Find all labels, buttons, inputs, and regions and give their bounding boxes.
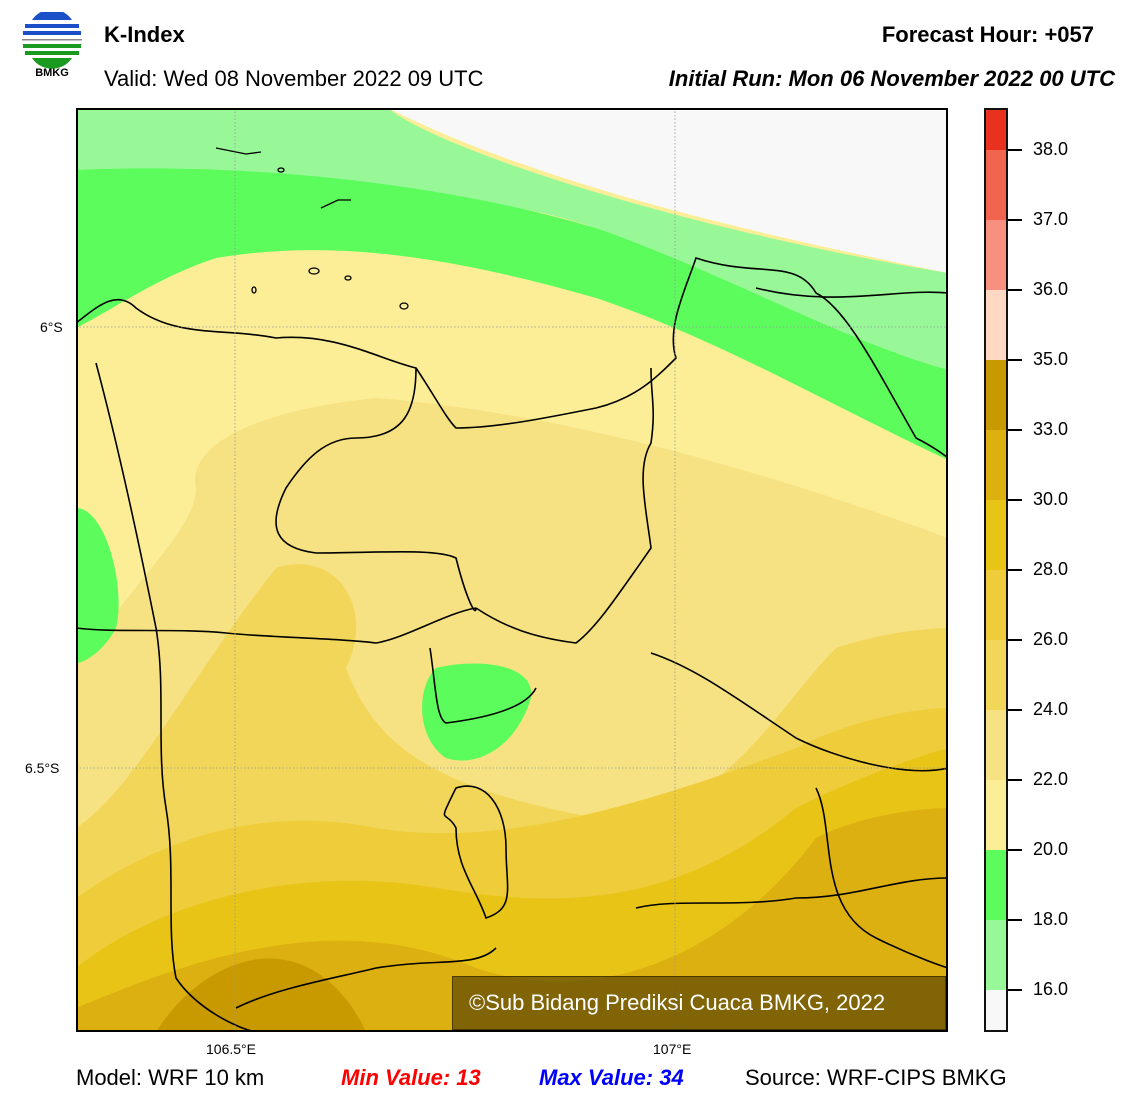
max-value: Max Value: 34 — [539, 1065, 684, 1090]
svg-text:BMKG: BMKG — [35, 67, 69, 78]
colorbar-tick-label: 28.0 — [1033, 559, 1069, 579]
colorbar-bin — [986, 710, 1006, 780]
valid-time: Valid: Wed 08 November 2022 09 UTC — [104, 66, 484, 91]
low-green-west — [76, 508, 119, 663]
colorbar-tick-label: 38.0 — [1033, 139, 1069, 159]
bmkg-logo: BMKG — [22, 12, 82, 78]
colorbar-bin — [986, 110, 1006, 152]
contour-map — [76, 108, 948, 1032]
colorbar-tick — [1008, 639, 1022, 641]
colorbar-tick — [1008, 429, 1022, 431]
colorbar-tick-label: 26.0 — [1033, 629, 1069, 649]
colorbar-tick — [1008, 359, 1022, 361]
colorbar-bin — [986, 990, 1006, 1030]
colorbar-bin — [986, 780, 1006, 850]
colorbar-tick — [1008, 219, 1022, 221]
lon-label-106-5e: 106.5°E — [206, 1041, 256, 1057]
colorbar-tick-label: 36.0 — [1033, 279, 1069, 299]
colorbar-bin — [986, 920, 1006, 990]
colorbar-tick — [1008, 709, 1022, 711]
colorbar-tick — [1008, 779, 1022, 781]
colorbar-tick — [1008, 499, 1022, 501]
colorbar-tick-label: 35.0 — [1033, 349, 1069, 369]
colorbar-tick-label: 24.0 — [1033, 699, 1069, 719]
colorbar-bin — [986, 360, 1006, 430]
model-label: Model: WRF 10 km — [76, 1065, 265, 1090]
band-33-35 — [156, 958, 366, 1032]
colorbar-tick-label: 22.0 — [1033, 769, 1069, 789]
initial-run: Initial Run: Mon 06 November 2022 00 UTC — [668, 66, 1115, 91]
colorbar-bin — [986, 220, 1006, 290]
coastline-borders — [76, 256, 948, 1032]
colorbar-bin — [986, 290, 1006, 360]
colorbar-tick — [1008, 569, 1022, 571]
map-frame — [76, 108, 948, 1032]
colorbar-tick — [1008, 919, 1022, 921]
band-green — [76, 168, 948, 460]
chart-title: K-Index — [104, 22, 185, 47]
colorbar-bin — [986, 850, 1006, 920]
colorbar-bin — [986, 150, 1006, 220]
gridlines — [76, 108, 948, 1032]
islands — [215, 147, 409, 310]
colorbar-tick-label: 20.0 — [1033, 839, 1069, 859]
lon-label-107e: 107°E — [653, 1041, 692, 1057]
colorbar-bin — [986, 570, 1006, 640]
colorbar-bin — [986, 500, 1006, 570]
low-green-center — [422, 663, 532, 761]
colorbar — [984, 108, 1008, 1032]
lat-label-6s: 6°S — [40, 319, 63, 335]
colorbar-tick — [1008, 289, 1022, 291]
colorbar-bin — [986, 640, 1006, 710]
colorbar-tick-label: 33.0 — [1033, 419, 1069, 439]
colorbar-tick-label: 16.0 — [1033, 979, 1069, 999]
colorbar-tick — [1008, 149, 1022, 151]
colorbar-tick — [1008, 849, 1022, 851]
band-light-green — [76, 108, 948, 370]
colorbar-bin — [986, 430, 1006, 500]
colorbar-tick — [1008, 989, 1022, 991]
copyright-box: ©Sub Bidang Prediksi Cuaca BMKG, 2022 — [452, 976, 946, 1030]
lat-label-6-5s: 6.5°S — [25, 760, 60, 776]
colorbar-tick-label: 18.0 — [1033, 909, 1069, 929]
forecast-hour: Forecast Hour: +057 — [881, 22, 1094, 47]
colorbar-tick-label: 37.0 — [1033, 209, 1069, 229]
region-white — [388, 108, 948, 273]
colorbar-tick-label: 30.0 — [1033, 489, 1069, 509]
min-value: Min Value: 13 — [341, 1065, 481, 1090]
source-label: Source: WRF-CIPS BMKG — [745, 1065, 1007, 1090]
